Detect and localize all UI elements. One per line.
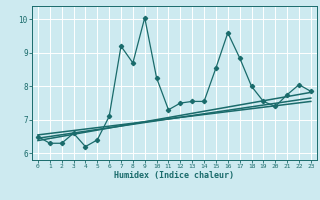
X-axis label: Humidex (Indice chaleur): Humidex (Indice chaleur) [115, 171, 234, 180]
